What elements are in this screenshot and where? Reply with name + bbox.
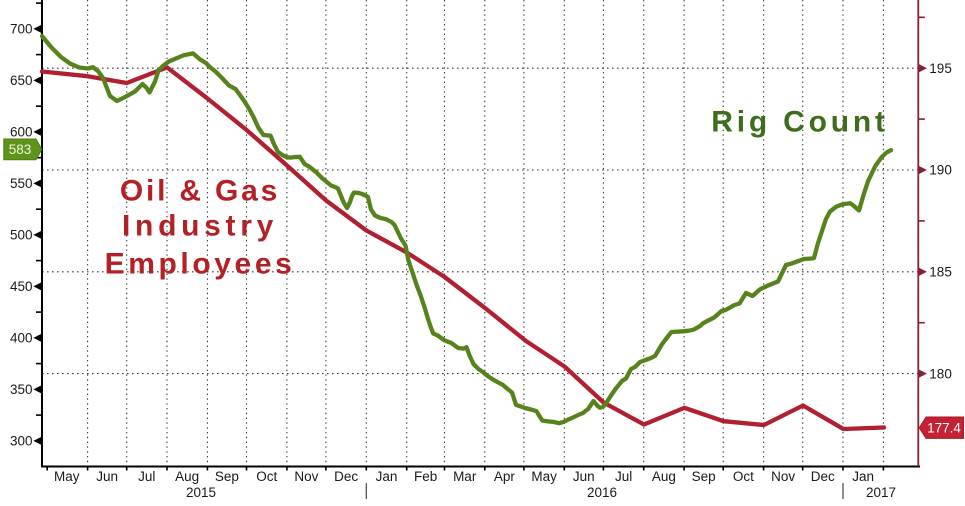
- svg-text:Rig Count: Rig Count: [711, 106, 889, 139]
- svg-text:350: 350: [10, 382, 33, 397]
- svg-text:Oil & Gas: Oil & Gas: [120, 175, 280, 208]
- svg-text:Jun: Jun: [96, 469, 118, 484]
- svg-text:195: 195: [929, 61, 952, 76]
- svg-text:Industry: Industry: [122, 210, 278, 243]
- svg-text:Dec: Dec: [334, 469, 358, 484]
- svg-text:Oct: Oct: [256, 469, 277, 484]
- svg-text:Jan: Jan: [376, 469, 398, 484]
- svg-text:May: May: [531, 469, 557, 484]
- svg-text:Oct: Oct: [733, 469, 754, 484]
- svg-text:Jul: Jul: [615, 469, 632, 484]
- svg-text:650: 650: [10, 73, 33, 88]
- svg-text:Dec: Dec: [811, 469, 835, 484]
- svg-text:600: 600: [10, 125, 33, 140]
- svg-text:500: 500: [10, 228, 33, 243]
- svg-text:Sep: Sep: [215, 469, 239, 484]
- svg-text:700: 700: [10, 22, 33, 37]
- svg-text:Nov: Nov: [771, 469, 795, 484]
- svg-text:450: 450: [10, 279, 33, 294]
- svg-text:185: 185: [929, 265, 952, 280]
- svg-text:Sep: Sep: [692, 469, 716, 484]
- svg-text:Aug: Aug: [652, 469, 676, 484]
- svg-text:180: 180: [929, 366, 952, 381]
- svg-text:Aug: Aug: [175, 469, 199, 484]
- svg-text:300: 300: [10, 434, 33, 449]
- svg-text:Jan: Jan: [852, 469, 874, 484]
- svg-text:Employees: Employees: [105, 248, 296, 281]
- svg-text:Nov: Nov: [294, 469, 318, 484]
- svg-text:2017: 2017: [866, 485, 896, 500]
- svg-text:400: 400: [10, 331, 33, 346]
- svg-text:Jul: Jul: [138, 469, 155, 484]
- svg-text:Mar: Mar: [453, 469, 477, 484]
- svg-text:583: 583: [9, 142, 32, 157]
- svg-text:Jun: Jun: [573, 469, 595, 484]
- svg-text:Feb: Feb: [414, 469, 437, 484]
- svg-text:177.4: 177.4: [927, 420, 961, 435]
- svg-text:2015: 2015: [186, 485, 216, 500]
- svg-text:190: 190: [929, 163, 952, 178]
- svg-text:Apr: Apr: [494, 469, 516, 484]
- svg-text:550: 550: [10, 176, 33, 191]
- svg-text:May: May: [54, 469, 80, 484]
- svg-text:2016: 2016: [587, 485, 617, 500]
